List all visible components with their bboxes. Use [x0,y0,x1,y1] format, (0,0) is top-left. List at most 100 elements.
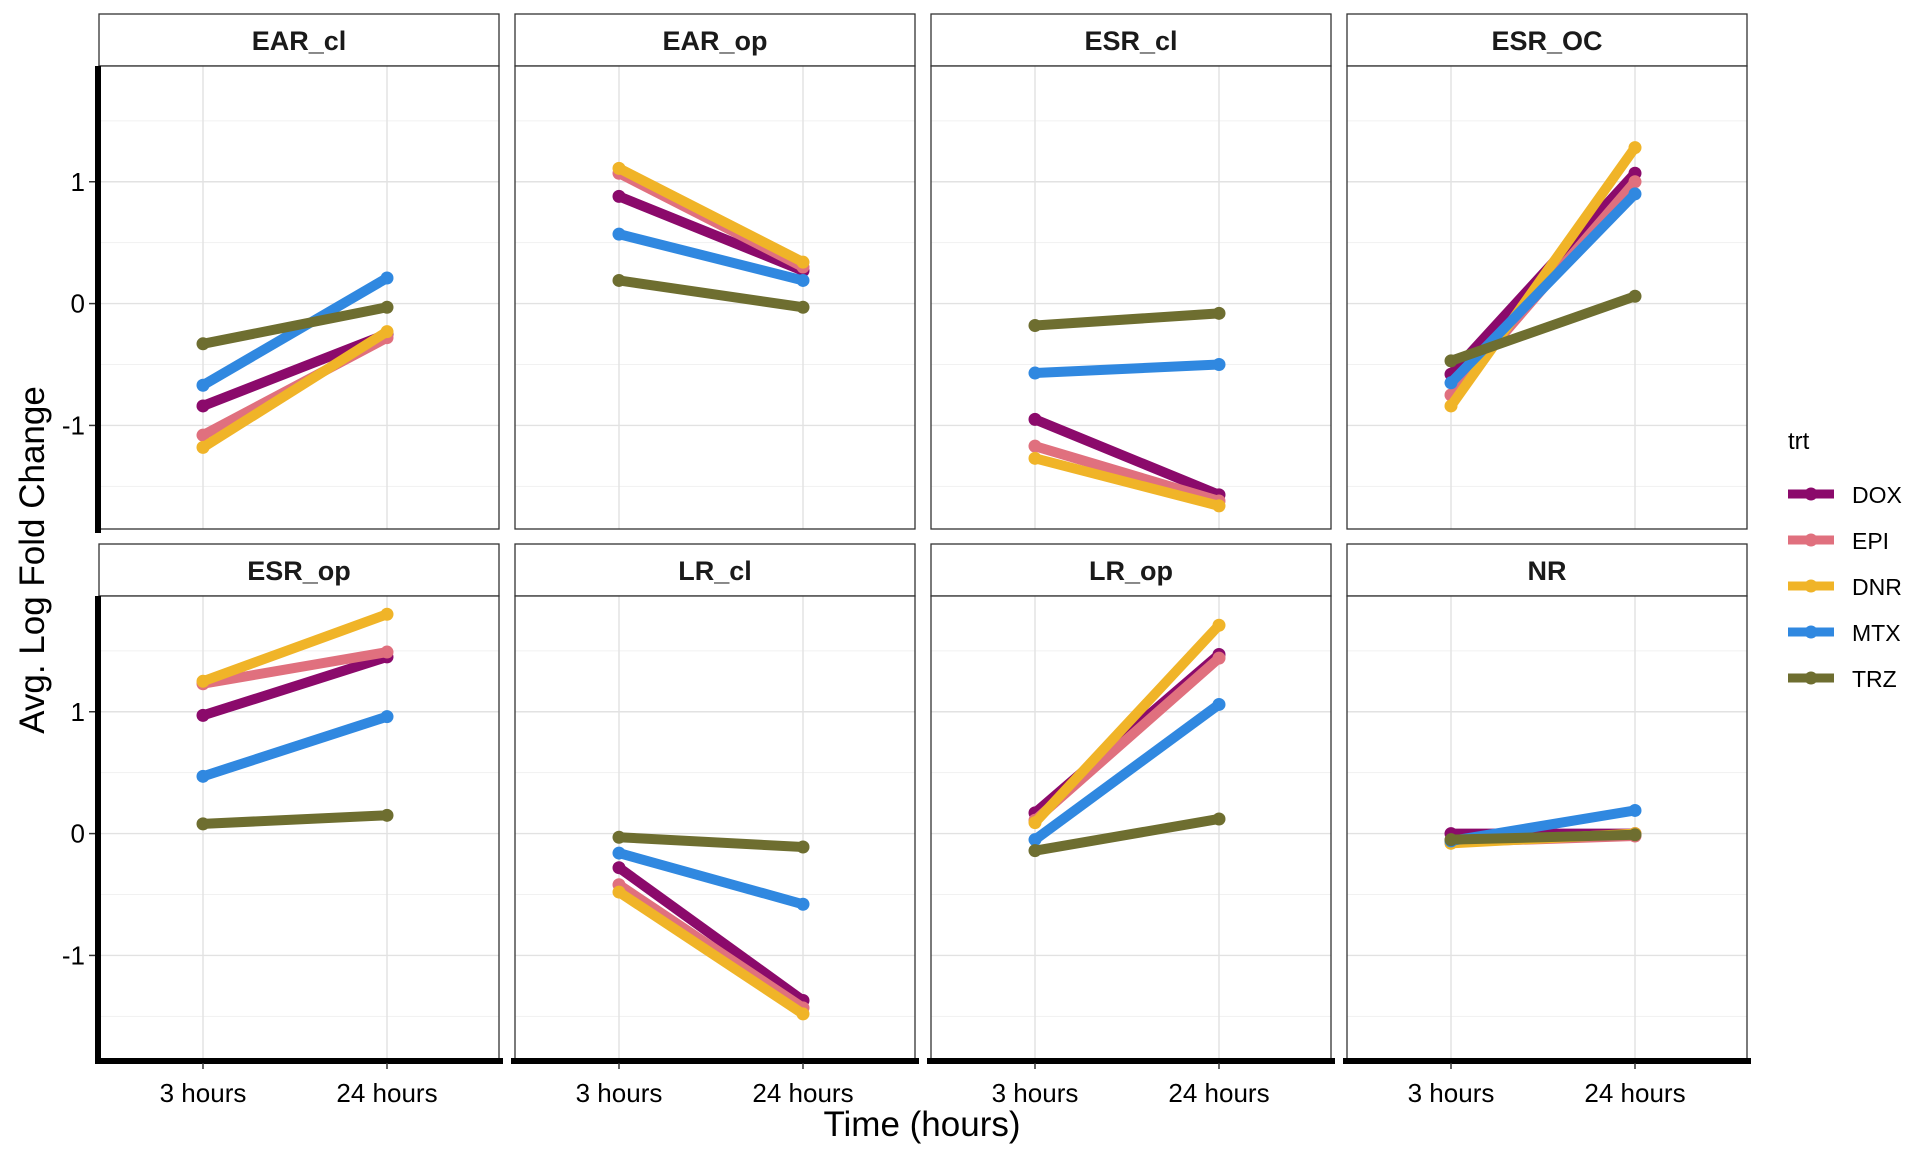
x-tick-label: 24 hours [1584,1078,1685,1108]
data-point-DOX [612,861,626,875]
data-point-DOX [196,708,210,722]
data-point-DNR [1212,499,1226,513]
legend-item-EPI: EPI [1788,528,1889,554]
series-line-DOX [201,652,389,721]
series-line-DOX [616,863,806,1005]
data-point-DNR [612,885,626,899]
data-point-EPI [1628,175,1642,189]
panel-border [930,65,1332,530]
legend-swatch-point [1804,625,1818,639]
data-point-DNR [1028,816,1042,830]
data-point-TRZ [196,817,210,831]
data-point-TRZ [196,337,210,351]
panel-title: LR_cl [678,556,752,586]
legend-swatch-point [1804,671,1818,685]
x-tick-label: 24 hours [336,1078,437,1108]
data-point-TRZ [380,300,394,314]
x-tick-label: 3 hours [160,1078,247,1108]
panel-plot-area [1347,66,1747,529]
x-tick-label: 24 hours [1168,1078,1269,1108]
series-line-TRZ [618,275,804,313]
series-line-TRZ [618,832,804,852]
data-point-MTX [380,271,394,285]
data-point-TRZ [796,840,810,854]
x-tick-label: 3 hours [1408,1078,1495,1108]
series-line-TRZ [1450,829,1636,845]
data-point-DNR [196,674,210,688]
panel-LR_op: LR_op [930,543,1332,1060]
data-point-MTX [796,897,810,911]
series-line-DNR [200,327,390,452]
data-point-MTX [1028,366,1042,380]
data-point-DNR [796,255,810,269]
panel-strip [930,543,1332,597]
y-tick-label: 1 [71,697,85,727]
x-tick-label: 3 hours [992,1078,1079,1108]
series-line-DNR [201,609,389,686]
panel-plot-area [99,66,499,529]
legend-label: DNR [1852,574,1902,600]
panel-strip [1346,543,1748,597]
panel-strip [98,13,500,67]
data-point-MTX [1628,803,1642,817]
data-point-TRZ [1212,812,1226,826]
data-point-DNR [380,607,394,621]
series-line-MTX [617,848,805,910]
legend-swatch-point [1804,487,1818,501]
data-point-DOX [196,399,210,413]
data-point-DNR [1444,399,1458,413]
data-point-MTX [196,769,210,783]
panels-layer: EAR_cl EAR_op ESR_cl ESR_OC ESR_op LR_cl LR_op… [98,13,1748,1060]
data-point-EPI [380,645,394,659]
legend-swatch-point [1804,579,1818,593]
panel-plot-area [99,596,499,1059]
data-point-MTX [196,378,210,392]
data-point-TRZ [1028,844,1042,858]
panel-title: ESR_OC [1491,26,1602,56]
panel-strip [514,543,916,597]
legend-item-DNR: DNR [1788,574,1902,600]
data-point-DNR [196,440,210,454]
legend: trt DOX EPI DNR MTX TRZ [1788,428,1902,692]
series-line-EPI [202,647,388,689]
data-point-DNR [1628,141,1642,155]
panel-title: NR [1528,556,1567,586]
data-point-DNR [1212,618,1226,632]
y-tick-label: 1 [71,167,85,197]
series-line-MTX [200,273,390,390]
x-tick-label: 3 hours [576,1078,663,1108]
data-point-MTX [1628,187,1642,201]
series-line-MTX [617,229,805,286]
data-point-TRZ [612,273,626,287]
panel-strip [930,13,1332,67]
series-line-DNR [616,163,806,267]
panel-EAR_op: EAR_op [514,13,916,530]
data-point-EPI [1028,439,1042,453]
series-line-EPI [616,880,806,1012]
legend-label: DOX [1852,482,1902,508]
legend-label: EPI [1852,528,1889,554]
panel-LR_cl: LR_cl [514,543,916,1060]
legend-swatch-point [1804,533,1818,547]
panel-plot-area [515,596,915,1059]
data-point-MTX [612,227,626,241]
panel-border [1346,65,1748,530]
panel-strip [98,543,500,597]
series-line-DNR [1033,453,1221,511]
x-tick-label: 24 hours [752,1078,853,1108]
data-point-TRZ [1212,306,1226,320]
y-axis-label: Avg. Log Fold Change [13,386,52,734]
panel-EAR_cl: EAR_cl [98,13,500,530]
data-point-MTX [1444,376,1458,390]
series-line-TRZ [1449,291,1637,366]
x-axis-label: Time (hours) [823,1105,1020,1144]
y-tick-label: -1 [62,940,85,970]
series-line-DNR [616,887,806,1019]
panel-strip [1346,13,1748,67]
panel-ESR_OC: ESR_OC [1346,13,1748,530]
y-tick-label: 0 [71,819,85,849]
series-line-EPI [1033,441,1221,506]
data-point-DOX [1028,412,1042,426]
y-tick-label: -1 [62,410,85,440]
data-point-TRZ [612,830,626,844]
